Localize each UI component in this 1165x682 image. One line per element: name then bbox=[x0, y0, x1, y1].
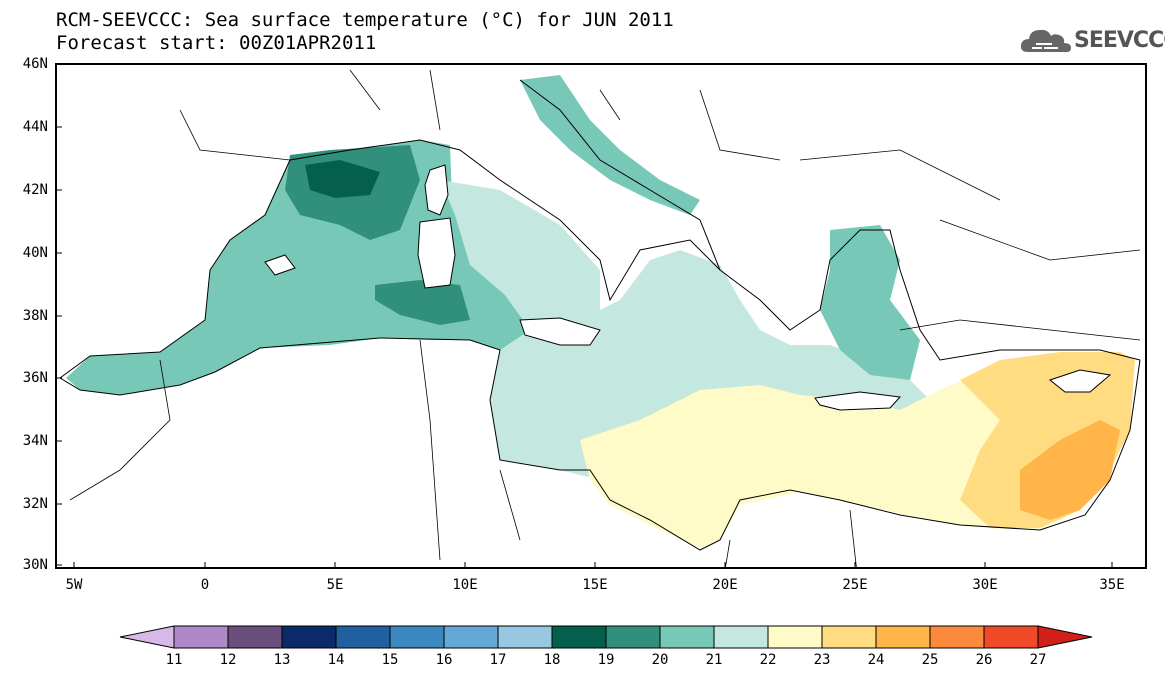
colorbar-swatch bbox=[713, 625, 769, 649]
colorbar-label: 12 bbox=[219, 652, 237, 668]
colorbar-label: 21 bbox=[705, 652, 723, 668]
lat-label: 34N bbox=[22, 433, 48, 449]
gulf-of-lion-coldest bbox=[305, 160, 380, 198]
colorbar-swatch bbox=[659, 625, 715, 649]
lon-label: 5W bbox=[65, 577, 83, 593]
colorbar-label: 16 bbox=[435, 652, 453, 668]
lat-label: 36N bbox=[22, 370, 48, 386]
colorbar-swatch bbox=[767, 625, 823, 649]
colorbar-label: 20 bbox=[651, 652, 669, 668]
colorbar bbox=[119, 625, 1093, 649]
lat-label: 44N bbox=[22, 119, 48, 135]
lat-label: 32N bbox=[22, 496, 48, 512]
colorbar-label: 18 bbox=[543, 652, 561, 668]
lat-label: 38N bbox=[22, 308, 48, 324]
colorbar-swatch bbox=[551, 625, 607, 649]
colorbar-label: 17 bbox=[489, 652, 507, 668]
colorbar-swatch bbox=[875, 625, 931, 649]
borders bbox=[69, 69, 1141, 568]
seevccc-logo: SEEVCCC bbox=[1018, 24, 1165, 56]
colorbar-swatch bbox=[605, 625, 661, 649]
lon-label: 20E bbox=[712, 577, 738, 593]
colorbar-label: 25 bbox=[921, 652, 939, 668]
lon-label: 35E bbox=[1099, 577, 1125, 593]
crete bbox=[814, 391, 902, 411]
mallorca bbox=[264, 254, 296, 276]
adriatic bbox=[520, 75, 700, 215]
lat-label: 30N bbox=[22, 557, 48, 573]
colorbar-swatch bbox=[821, 625, 877, 649]
cyprus bbox=[1048, 369, 1112, 393]
corsica bbox=[424, 164, 449, 216]
lon-label: 0 bbox=[200, 577, 210, 593]
lon-label: 30E bbox=[972, 577, 998, 593]
colorbar-label: 13 bbox=[273, 652, 291, 668]
lon-label: 15E bbox=[582, 577, 608, 593]
colorbar-max-arrow bbox=[1037, 625, 1093, 649]
colorbar-label: 22 bbox=[759, 652, 777, 668]
colorbar-label: 27 bbox=[1029, 652, 1047, 668]
colorbar-swatch bbox=[929, 625, 985, 649]
lat-label: 40N bbox=[22, 245, 48, 261]
lon-label: 25E bbox=[842, 577, 868, 593]
logo-text: SEEVCCC bbox=[1074, 28, 1165, 53]
colorbar-swatch bbox=[335, 625, 391, 649]
colorbar-label: 23 bbox=[813, 652, 831, 668]
coastlines bbox=[59, 79, 1141, 551]
lon-label: 10E bbox=[452, 577, 478, 593]
colorbar-label: 15 bbox=[381, 652, 399, 668]
levantine-hottest bbox=[1020, 420, 1120, 520]
colorbar-swatch bbox=[227, 625, 283, 649]
forecast-start: Forecast start: 00Z01APR2011 bbox=[56, 32, 377, 54]
axis-ticks bbox=[56, 63, 1113, 568]
cloud-icon bbox=[1020, 29, 1071, 53]
tyrrhenian-cold bbox=[375, 280, 470, 325]
colorbar-label: 14 bbox=[327, 652, 345, 668]
colorbar-label: 19 bbox=[597, 652, 615, 668]
colorbar-swatch bbox=[497, 625, 553, 649]
colorbar-swatch bbox=[389, 625, 445, 649]
colorbar-label: 24 bbox=[867, 652, 885, 668]
colorbar-swatch bbox=[173, 625, 229, 649]
colorbar-swatch bbox=[443, 625, 499, 649]
colorbar-label: 26 bbox=[975, 652, 993, 668]
colorbar-min-arrow bbox=[119, 625, 175, 649]
lat-label: 42N bbox=[22, 182, 48, 198]
colorbar-swatch bbox=[281, 625, 337, 649]
lat-label: 46N bbox=[22, 56, 48, 72]
sardinia bbox=[417, 217, 456, 289]
sea-temperature-field bbox=[59, 69, 1141, 568]
map-title: RCM-SEEVCCC: Sea surface temperature (°C… bbox=[56, 9, 674, 31]
lon-label: 5E bbox=[326, 577, 344, 593]
aegean bbox=[820, 225, 920, 380]
colorbar-swatch bbox=[983, 625, 1039, 649]
colorbar-label: 11 bbox=[165, 652, 183, 668]
sicily bbox=[519, 317, 601, 346]
